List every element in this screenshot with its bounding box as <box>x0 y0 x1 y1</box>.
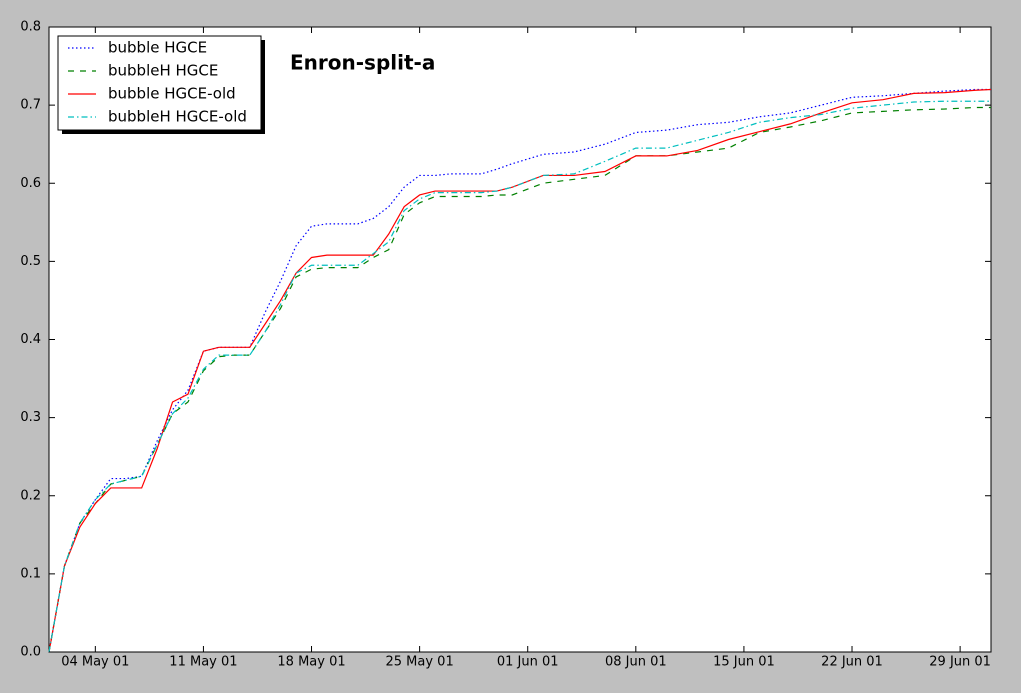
y-tick-label: 0.6 <box>20 176 41 191</box>
series-line <box>48 88 991 653</box>
legend-label: bubble HGCE-old <box>108 85 236 103</box>
series-line <box>48 100 991 653</box>
y-tick-label: 0.1 <box>20 566 41 581</box>
x-tick-label: 25 May 01 <box>386 655 454 670</box>
x-tick-label: 22 Jun 01 <box>821 655 883 670</box>
y-tick-label: 0.2 <box>20 488 41 503</box>
y-tick-label: 0.3 <box>20 410 41 425</box>
x-tick-label: 29 Jun 01 <box>929 655 991 670</box>
series-line <box>48 88 992 653</box>
chart-title: Enron-split-a <box>290 51 435 75</box>
y-tick-label: 0.8 <box>20 20 41 35</box>
x-tick-label: 08 Jun 01 <box>605 655 667 670</box>
y-tick-label: 0.5 <box>20 254 41 269</box>
x-tick-label: 11 May 01 <box>169 655 237 670</box>
legend-box <box>57 35 262 131</box>
y-tick-label: 0.0 <box>20 645 41 660</box>
legend-label: bubbleH HGCE-old <box>108 108 247 126</box>
y-tick-label: 0.4 <box>20 332 41 347</box>
y-tick-label: 0.7 <box>20 98 41 113</box>
legend-label: bubbleH HGCE <box>108 62 218 80</box>
x-tick-label: 15 Jun 01 <box>713 655 775 670</box>
x-tick-label: 01 Jun 01 <box>497 655 559 670</box>
x-tick-label: 18 May 01 <box>277 655 345 670</box>
x-tick-label: 04 May 01 <box>61 655 129 670</box>
legend: bubble HGCE bubbleH HGCE bubble HGCE-old bu… <box>57 35 265 134</box>
series-group <box>48 88 992 653</box>
legend-label: bubble HGCE <box>108 39 207 57</box>
